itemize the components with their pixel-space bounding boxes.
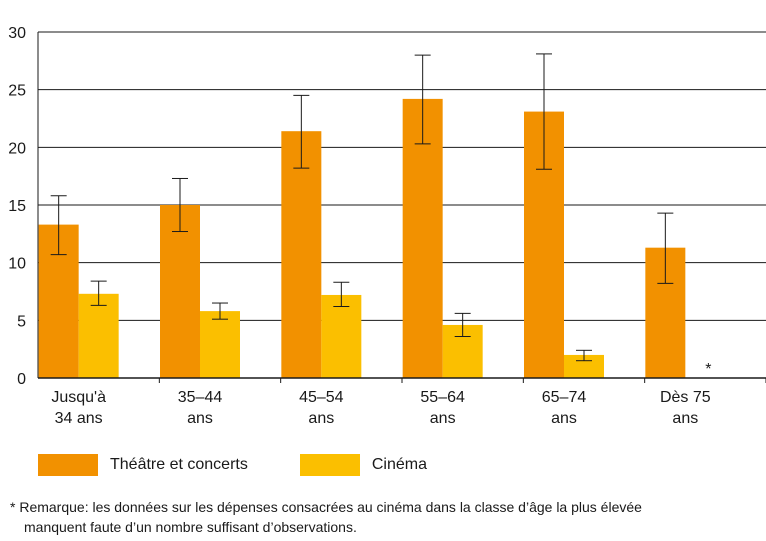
gridlines bbox=[38, 31, 766, 321]
x-axis: Jusqu'à 34 ans 35–44 ans 45–54 ans 55–64 ans 65–… bbox=[38, 377, 766, 427]
x-category-label: ans bbox=[551, 410, 577, 427]
x-category-label: 55–64 bbox=[420, 389, 465, 406]
x-category-label: 35–44 bbox=[178, 389, 223, 406]
footnote-line-1: * Remarque: les données sur les dépenses… bbox=[10, 499, 642, 515]
bar-theatre bbox=[160, 205, 200, 378]
x-category-label: 65–74 bbox=[542, 389, 587, 406]
legend-item-cinema: Cinéma bbox=[299, 454, 427, 476]
legend-label-theatre: Théâtre et concerts bbox=[110, 456, 248, 473]
missing-data-marker: * bbox=[705, 361, 711, 378]
y-tick-label: 10 bbox=[8, 256, 26, 273]
legend-label-cinema: Cinéma bbox=[371, 456, 427, 473]
legend-swatch-theatre bbox=[38, 454, 98, 476]
x-category-label: ans bbox=[430, 410, 456, 427]
x-category-label: 45–54 bbox=[299, 389, 344, 406]
bar-theatre bbox=[281, 131, 322, 378]
y-tick-label: 20 bbox=[8, 140, 26, 157]
x-category-label: Jusqu'à bbox=[51, 389, 106, 406]
footnote: * Remarque: les données sur les dépenses… bbox=[10, 497, 760, 537]
x-category-label: Dès 75 bbox=[660, 389, 711, 406]
legend-item-theatre: Théâtre et concerts bbox=[38, 454, 248, 476]
y-axis: 0 5 10 15 20 25 30 bbox=[8, 25, 39, 388]
bar-cinema bbox=[200, 311, 240, 378]
legend-swatch-cinema bbox=[299, 454, 360, 476]
bar-cinema bbox=[78, 293, 119, 378]
y-tick-label: 25 bbox=[8, 83, 26, 100]
y-tick-label: 15 bbox=[8, 198, 26, 215]
legend: Théâtre et concerts Cinéma bbox=[38, 452, 479, 478]
x-category-label: ans bbox=[308, 410, 334, 427]
x-category-label: 34 ans bbox=[55, 410, 103, 427]
footnote-line-2: manquent faute d’un nombre suffisant d’o… bbox=[24, 519, 357, 535]
y-tick-label: 5 bbox=[17, 313, 26, 330]
bar-theatre bbox=[402, 98, 443, 378]
error-bars bbox=[50, 53, 674, 362]
y-tick-label: 30 bbox=[8, 25, 26, 42]
y-tick-label: 0 bbox=[17, 371, 26, 388]
x-category-label: ans bbox=[672, 410, 698, 427]
bar-chart: 0 5 10 15 20 25 30 * Jusqu'à 34 ans 35–44 ans 45–5… bbox=[8, 25, 766, 427]
bar-cinema bbox=[564, 354, 604, 378]
x-category-label: ans bbox=[187, 410, 213, 427]
bar-cinema bbox=[321, 294, 362, 378]
